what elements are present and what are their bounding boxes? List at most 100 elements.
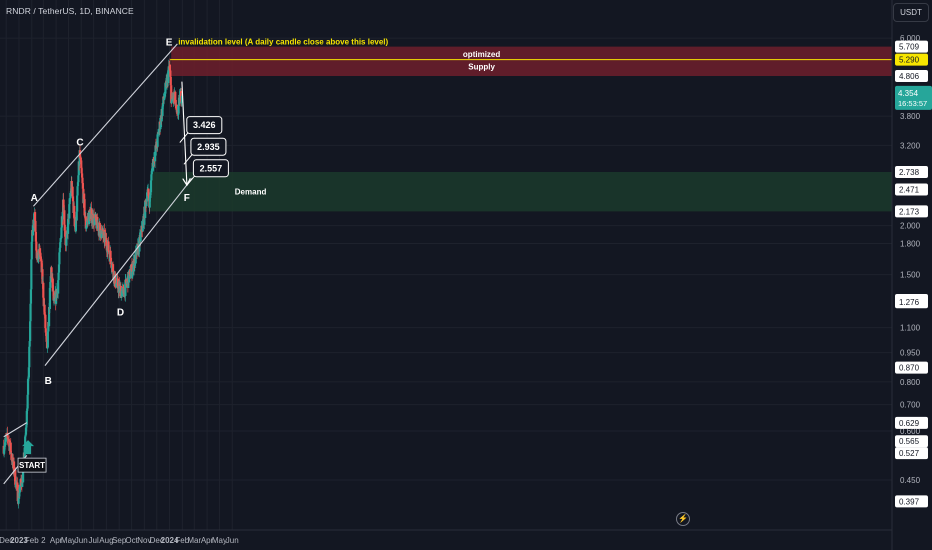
price-label-box [895,296,928,309]
candle-body [150,170,153,175]
x-tick-label: 2023 [10,536,28,545]
candle-body [114,286,118,288]
candle-body [69,197,72,199]
wave-label-a: A [31,193,38,204]
candle-body [59,242,62,248]
candle-body [83,215,87,217]
candle-body [89,211,92,219]
y-tick-label: 3.200 [900,141,921,150]
candle-body [61,211,64,220]
current-price-box [895,85,932,110]
candle-body [139,230,143,233]
candle-body [180,101,183,103]
candle-body [46,347,49,349]
price-label: 0.397 [895,495,928,508]
candle-body [29,289,33,304]
candle-body [60,227,63,238]
candle-body [51,277,54,279]
candle-body [49,281,52,288]
lightning-icon[interactable]: ⚡ [676,512,690,526]
x-tick-label: Nov [137,536,151,545]
candle-body [115,282,118,287]
candle-body [145,198,148,207]
candle-body [46,331,49,348]
x-tick-label: Dec [150,536,164,545]
candle-body [76,182,80,187]
candle-body [107,251,110,253]
candle-body [43,304,46,315]
currency-selector[interactable]: USDT [893,3,929,22]
candle-body [17,490,20,504]
candle-body [156,146,159,148]
price-label-box [895,416,928,429]
candle-body [99,224,102,231]
candle-body [169,76,172,86]
start-marker: START [17,440,47,473]
x-tick-label: Apr [50,536,63,545]
candle-body [171,96,174,100]
candle-body [73,218,76,227]
candle-body [44,328,47,333]
candle-body [31,230,35,236]
candle-body [47,322,50,332]
candle-body [24,434,27,437]
y-tick-label: 0.450 [900,476,921,485]
candle-body [73,205,76,219]
candle-body [71,186,74,197]
candle-body [65,231,68,239]
candle-body [26,408,29,411]
candle-body [5,438,8,439]
candle-body [41,269,44,284]
candle-body [60,216,63,228]
candle-body [163,93,167,97]
candle-body [85,227,88,229]
candle-body [159,124,162,130]
price-label: 0.527 [895,447,928,460]
candle-body [76,195,79,212]
candle-body [116,278,119,280]
candle-body [158,128,161,134]
candle-body [74,217,77,232]
current-price-value: 4.354 [898,89,919,98]
price-label-value: 1.276 [899,298,920,307]
y-tick-label: 1.500 [900,271,921,280]
candle-body [30,259,33,290]
candle-body [77,175,80,183]
candle-body [107,241,110,252]
price-label-box [895,205,928,218]
candle-body [134,250,137,264]
wave-label-e: E [166,37,173,48]
x-tick-label: Jul [89,536,99,545]
current-price-countdown: 16:53:57 [898,99,927,108]
price-label-box [895,53,928,66]
price-label-value: 0.565 [899,437,920,446]
y-tick-label: 1.100 [900,324,921,333]
candle-body [128,274,131,283]
candle-body [3,449,6,454]
candle-body [122,286,125,288]
candle-body [163,98,166,101]
candle-body [68,198,71,205]
x-tick-label: Feb [175,536,189,545]
candle-body [80,173,84,178]
x-tick-label: Dec [0,536,13,545]
candle-body [35,241,38,251]
candle-body [26,394,29,409]
candle-body [4,437,7,443]
start-label: START [19,461,45,470]
y-tick-label: 1.800 [900,240,921,249]
candle-body [68,204,71,219]
candle-body [62,199,65,213]
candle-body [83,193,86,200]
invalidation-text: invalidation level (A daily candle close… [178,38,388,47]
target-value: 3.426 [193,120,216,130]
candle-body [105,237,108,245]
candle-body [80,160,83,169]
candle-body [12,461,16,475]
candle-body [132,262,136,272]
target-value: 2.557 [200,163,223,173]
candle-body [81,183,85,189]
